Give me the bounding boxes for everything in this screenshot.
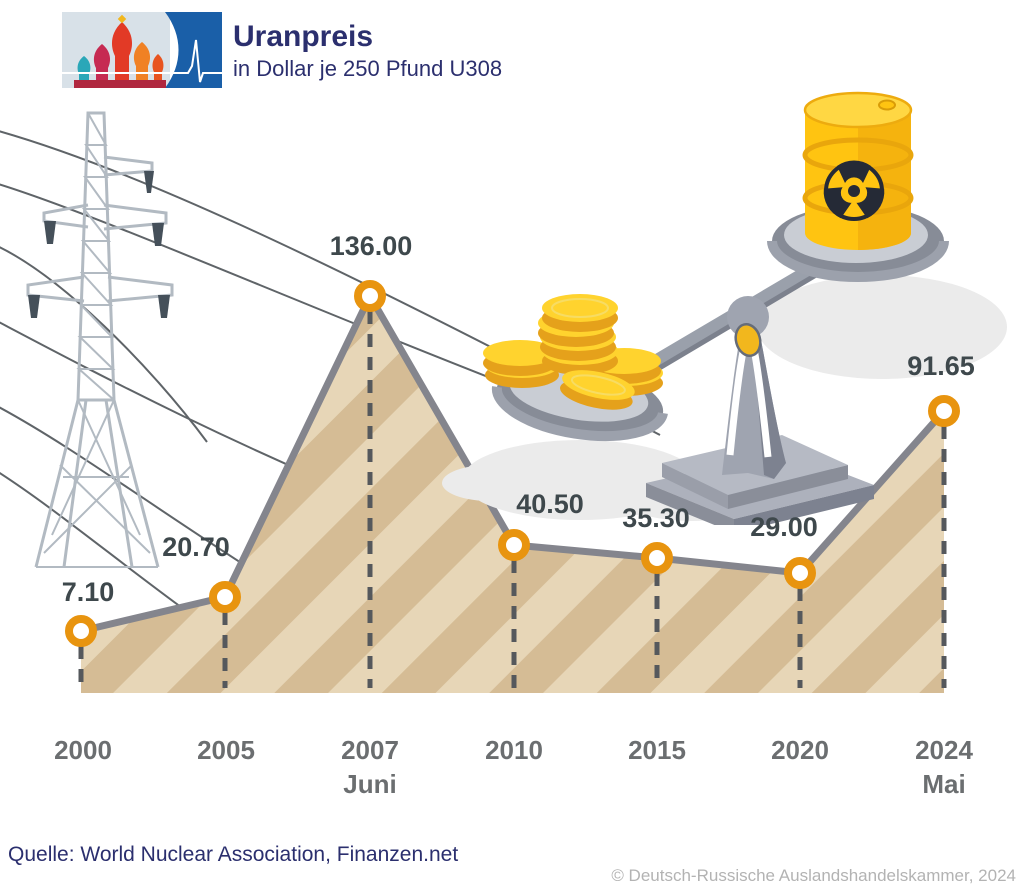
chart-marker bbox=[641, 542, 673, 574]
radiation-icon bbox=[823, 160, 885, 221]
chart-marker bbox=[928, 395, 960, 427]
month-label-juni: Juni bbox=[343, 769, 397, 799]
month-label-mai: Mai bbox=[922, 769, 966, 799]
insulators bbox=[28, 171, 170, 318]
logo bbox=[62, 12, 222, 88]
source-note: Quelle: World Nuclear Association, Finan… bbox=[8, 843, 459, 866]
value-label-2000: 7.10 bbox=[61, 577, 115, 607]
chart-marker bbox=[784, 557, 816, 589]
barrel-bung bbox=[878, 99, 896, 111]
pivot-dot bbox=[734, 322, 762, 358]
year-label-2007: 2007 bbox=[341, 735, 399, 765]
page-subtitle: in Dollar je 250 Pfund U308 bbox=[233, 56, 503, 81]
scale-stand bbox=[646, 296, 874, 525]
chart-area-fill bbox=[81, 296, 944, 693]
chart-marker bbox=[498, 529, 530, 561]
value-label-2020: 29.00 bbox=[750, 512, 818, 542]
value-label-2015: 35.30 bbox=[622, 503, 690, 533]
value-label-2007: 136.00 bbox=[329, 231, 413, 261]
year-label-2015: 2015 bbox=[628, 735, 686, 765]
dashed-guides bbox=[78, 311, 947, 688]
gold-coins-icon bbox=[483, 294, 663, 410]
value-label-2005: 20.70 bbox=[162, 532, 230, 562]
pylon-lattice bbox=[26, 111, 174, 568]
year-label-2010: 2010 bbox=[485, 735, 543, 765]
cathedral-icon bbox=[74, 14, 166, 88]
pulse-line-icon bbox=[62, 39, 222, 83]
year-label-2005: 2005 bbox=[197, 735, 255, 765]
value-label-2010: 40.50 bbox=[516, 489, 584, 519]
year-label-2020: 2020 bbox=[771, 735, 829, 765]
copyright-note: © Deutsch-Russische Auslandshandelskamme… bbox=[611, 866, 1016, 885]
year-label-2024: 2024 bbox=[915, 735, 973, 765]
balance-scale-icon bbox=[442, 91, 1007, 525]
uranium-barrel-icon bbox=[802, 91, 914, 250]
chart-markers bbox=[65, 280, 960, 647]
chart-marker bbox=[354, 280, 386, 312]
page-title: Uranpreis bbox=[233, 20, 374, 53]
chart-marker bbox=[209, 581, 241, 613]
chart-marker bbox=[65, 615, 97, 647]
year-label-2000: 2000 bbox=[54, 735, 112, 765]
value-label-2024: 91.65 bbox=[907, 351, 975, 381]
